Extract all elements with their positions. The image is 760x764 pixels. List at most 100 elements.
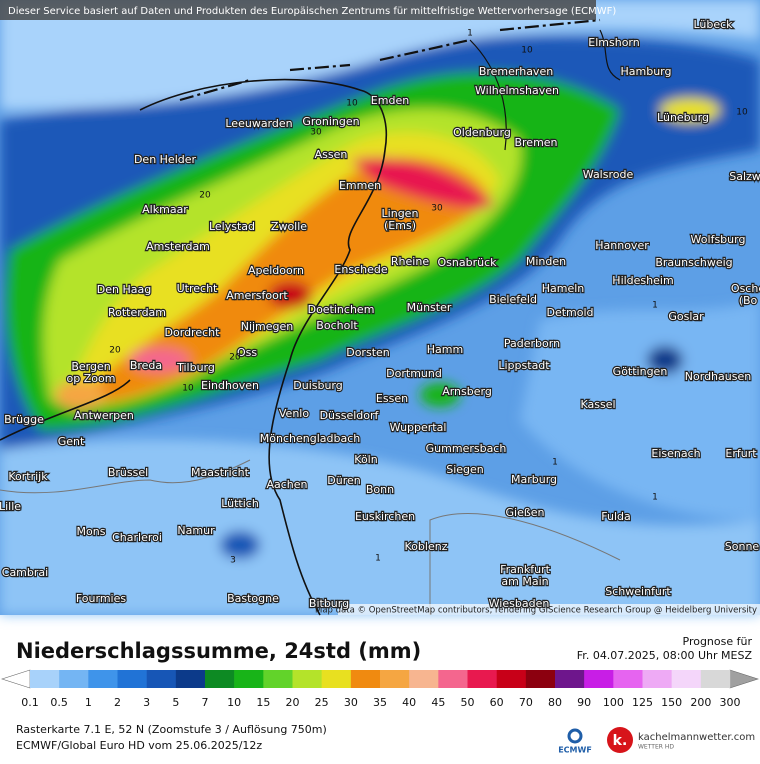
- notice-bar: [0, 0, 596, 20]
- city-label: Enschede: [334, 263, 387, 276]
- city-label: Utrecht: [177, 282, 218, 295]
- city-label: Doetinchem: [308, 303, 375, 316]
- city-label: Charleroi: [112, 531, 162, 544]
- contour-label: 30: [431, 204, 443, 214]
- city-label: Marburg: [511, 473, 557, 486]
- city-label: Paderborn: [504, 337, 560, 350]
- city-label: Antwerpen: [74, 409, 134, 422]
- precip-field: [0, 0, 760, 615]
- legend-swatch: [263, 670, 293, 688]
- legend-tick-label: 60: [490, 696, 504, 709]
- legend-tick-label: 80: [548, 696, 562, 709]
- city-label: Bitburg: [309, 597, 349, 610]
- city-label: (Bo: [739, 294, 758, 307]
- contour-label: 20: [109, 346, 121, 356]
- city-label: Bremerhaven: [479, 65, 553, 78]
- contour-label: 1: [375, 554, 381, 564]
- city-label: Hildesheim: [612, 274, 673, 287]
- city-label: Frankfurt: [500, 563, 550, 576]
- legend-tick-label: 70: [519, 696, 533, 709]
- city-label: Lüttich: [221, 497, 259, 510]
- contour-label: 20: [199, 191, 211, 201]
- legend-swatch: [584, 670, 614, 688]
- city-label: Minden: [526, 255, 566, 268]
- city-label: Leeuwarden: [225, 117, 292, 130]
- legend-swatch: [555, 670, 585, 688]
- city-label: Eindhoven: [201, 379, 259, 392]
- contour-label: 10: [736, 108, 748, 118]
- contour-label: 20: [229, 353, 241, 363]
- site-sub: WETTER HD: [638, 744, 674, 751]
- city-label: Bonn: [366, 483, 394, 496]
- city-label: Eisenach: [651, 447, 700, 460]
- city-label: Göttingen: [613, 365, 668, 378]
- city-label: Lingen: [382, 207, 419, 220]
- legend-swatch: [671, 670, 702, 688]
- city-label: am Main: [501, 575, 548, 588]
- legend-tick-label: 125: [632, 696, 653, 709]
- city-label: Schweinfurt: [605, 585, 671, 598]
- city-label: Aachen: [266, 478, 307, 491]
- city-label: Rotterdam: [108, 306, 166, 319]
- legend-swatch: [175, 670, 206, 688]
- city-label: Hamburg: [621, 65, 672, 78]
- city-label: Erfurt: [725, 447, 757, 460]
- legend-tick-label: 90: [577, 696, 591, 709]
- legend-title: Niederschlagssumme, 24std (mm): [16, 639, 421, 663]
- city-label: Walsrode: [583, 168, 634, 181]
- legend-tick-label: 150: [661, 696, 682, 709]
- legend-swatch: [146, 670, 177, 688]
- forecast-label: Prognose für: [683, 635, 753, 648]
- city-label: Brügge: [4, 413, 44, 426]
- contour-label: 1: [552, 458, 558, 468]
- legend-swatch: [205, 670, 235, 688]
- city-label: Zwolle: [271, 220, 307, 233]
- contour-label: 10: [521, 46, 533, 56]
- legend-tick-label: 5: [172, 696, 179, 709]
- city-label: Wolfsburg: [691, 233, 746, 246]
- city-label: Assen: [315, 148, 348, 161]
- footer-line: Rasterkarte 7.1 E, 52 N (Zoomstufe 3 / A…: [16, 723, 327, 736]
- city-label: op Zoom: [67, 372, 116, 385]
- city-label: Breda: [130, 359, 162, 372]
- legend-swatch: [467, 670, 497, 688]
- city-label: Venlo: [279, 407, 309, 420]
- legend-tick-label: 15: [256, 696, 270, 709]
- site-name: kachelmannwetter.com: [638, 732, 755, 743]
- city-label: Oldenburg: [453, 126, 511, 139]
- city-label: Braunschweig: [655, 256, 732, 269]
- legend-swatch: [350, 670, 381, 688]
- city-label: Bremen: [514, 136, 557, 149]
- contour-label: 3: [230, 556, 236, 566]
- city-label: Oss: [237, 346, 257, 359]
- city-label: Bocholt: [316, 319, 358, 332]
- contour-label: 30: [310, 128, 322, 138]
- city-label: Rheine: [391, 255, 429, 268]
- city-label: Münster: [407, 301, 452, 314]
- city-label: Cambrai: [2, 566, 48, 579]
- contour-label: 1: [467, 29, 473, 39]
- footer-line: ECMWF/Global Euro HD vom 25.06.2025/12z: [16, 739, 262, 752]
- legend-tick-label: 50: [461, 696, 475, 709]
- legend-tick-label: 1: [85, 696, 92, 709]
- legend-swatch: [30, 670, 60, 688]
- city-label: Amsterdam: [146, 240, 210, 253]
- city-label: (Ems): [384, 219, 416, 232]
- city-label: Detmold: [546, 306, 593, 319]
- legend-swatch: [642, 670, 672, 688]
- borders: [0, 18, 621, 616]
- city-label: Bielefeld: [489, 293, 537, 306]
- city-label: Euskirchen: [355, 510, 415, 523]
- ecmwf-logo: ECMWF: [558, 746, 592, 755]
- legend-swatch: [117, 670, 147, 688]
- legend-tick-label: 20: [286, 696, 300, 709]
- legend-below: [1, 669, 31, 689]
- contour-label: 1: [652, 301, 658, 311]
- legend-tick-label: 30: [344, 696, 358, 709]
- city-label: Hameln: [542, 282, 585, 295]
- city-label: Dorsten: [346, 346, 390, 359]
- city-label: Nijmegen: [241, 320, 294, 333]
- city-label: Lüneburg: [657, 111, 709, 124]
- legend-tick-label: 300: [720, 696, 741, 709]
